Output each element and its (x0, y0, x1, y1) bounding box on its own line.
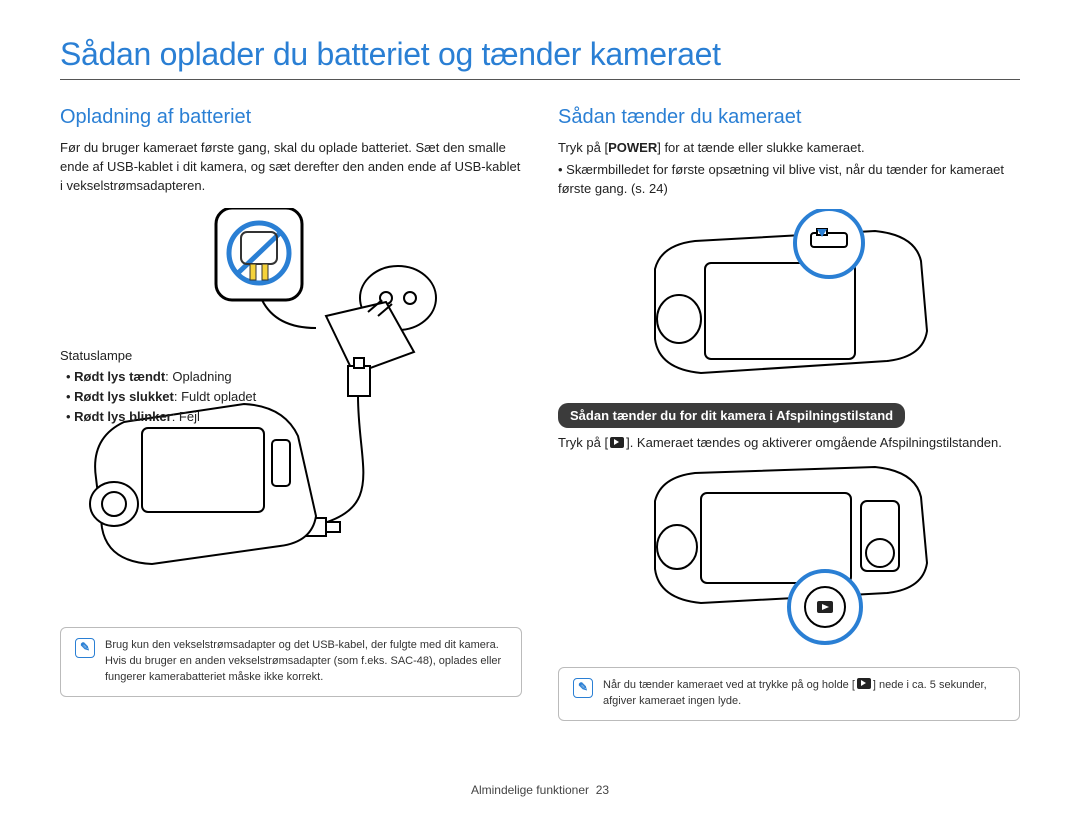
tip-box-left: ✎ Brug kun den vekselstrømsadapter og de… (60, 627, 522, 697)
tip-box-right: ✎ Når du tænder kameraet ved at trykke p… (558, 667, 1020, 721)
poweron-line1: Tryk på [POWER] for at tænde eller slukk… (558, 139, 1020, 158)
poweron-bullet: Skærmbilledet for første opsætning vil b… (558, 160, 1020, 199)
section-title-charging: Opladning af batteriet (60, 106, 522, 129)
playback-heading-pill: Sådan tænder du for dit kamera i Afspiln… (558, 403, 905, 428)
status-item-on: Rødt lys tændt: Opladning (66, 367, 270, 387)
playback-text: Tryk på []. Kameraet tændes og aktiverer… (558, 434, 1020, 453)
right-column: Sådan tænder du kameraet Tryk på [POWER]… (558, 106, 1020, 721)
play-icon (610, 437, 624, 448)
illustration-power (558, 209, 1020, 389)
note-icon: ✎ (75, 638, 95, 658)
page-title: Sådan oplader du batteriet og tænder kam… (60, 36, 1020, 80)
left-column: Opladning af batteriet Før du bruger kam… (60, 106, 522, 721)
section-title-poweron: Sådan tænder du kameraet (558, 106, 1020, 129)
status-item-off: Rødt lys slukket: Fuldt opladet (66, 387, 270, 407)
charging-intro: Før du bruger kameraet første gang, skal… (60, 139, 522, 196)
status-item-blink: Rødt lys blinker: Fejl (66, 407, 270, 427)
tip-text-left: Brug kun den vekselstrømsadapter og det … (105, 638, 507, 686)
page-footer: Almindelige funktioner 23 (0, 783, 1080, 797)
illustration-playback (558, 461, 1020, 651)
play-icon (857, 678, 871, 689)
note-icon: ✎ (573, 678, 593, 698)
status-label: Statuslampe (60, 348, 270, 363)
tip-text-right: Når du tænder kameraet ved at trykke på … (603, 678, 1005, 710)
